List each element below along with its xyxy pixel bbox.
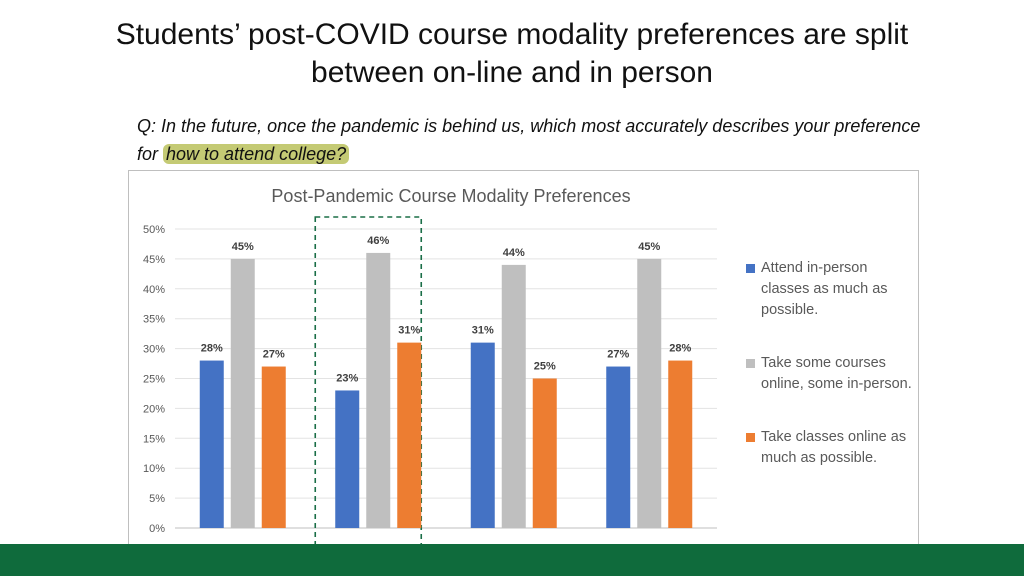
highlight-callout-box <box>314 216 423 560</box>
bar <box>637 258 662 528</box>
y-tick-label: 30% <box>143 344 165 356</box>
legend-label: Take some courses online, some in-person… <box>761 355 912 392</box>
slide-title: Students’ post-COVID course modality pre… <box>40 16 984 92</box>
bar <box>230 258 255 528</box>
data-label: 45% <box>232 241 254 253</box>
data-label: 31% <box>398 325 420 337</box>
chart-title: Post-Pandemic Course Modality Preference… <box>271 186 630 206</box>
legend-label: Take classes online as much as possible. <box>761 429 907 466</box>
bar <box>261 366 286 528</box>
bar-chart: Post-Pandemic Course Modality Preference… <box>143 186 717 560</box>
bar <box>606 366 631 528</box>
legend-label: Attend in-person classes as much as poss… <box>761 260 888 318</box>
y-tick-label: 15% <box>143 433 165 445</box>
survey-question-text: Q: In the future, once the pandemic is b… <box>137 116 921 164</box>
bar <box>335 390 360 528</box>
chart-frame: Post-Pandemic Course Modality Preference… <box>128 170 919 563</box>
y-tick-label: 20% <box>143 403 165 415</box>
slide-title-line-1: Students’ post-COVID course modality pre… <box>115 18 909 51</box>
data-label: 44% <box>503 247 525 259</box>
y-tick-label: 5% <box>149 493 165 505</box>
bar <box>366 252 391 529</box>
bar <box>668 360 693 528</box>
y-tick-label: 50% <box>143 224 165 236</box>
data-label: 31% <box>472 325 494 337</box>
bar <box>470 342 495 528</box>
legend-item: Take some courses online, some in-person… <box>746 353 916 395</box>
y-tick-label: 35% <box>143 314 165 326</box>
data-label: 28% <box>669 343 691 355</box>
footer-bar <box>0 544 1024 576</box>
data-label: 28% <box>201 343 223 355</box>
data-label: 27% <box>263 349 285 361</box>
bar <box>199 360 224 528</box>
legend-item: Attend in-person classes as much as poss… <box>746 258 916 321</box>
data-label: 25% <box>534 361 556 373</box>
data-label: 45% <box>638 241 660 253</box>
survey-question-highlight: how to attend college? <box>163 144 350 164</box>
y-tick-label: 40% <box>143 284 165 296</box>
data-label: 23% <box>336 372 358 384</box>
y-tick-label: 0% <box>149 523 165 535</box>
y-tick-label: 25% <box>143 374 165 386</box>
legend-swatch <box>746 433 755 442</box>
bar <box>532 378 557 528</box>
y-tick-label: 10% <box>143 463 165 475</box>
data-label: 27% <box>607 349 629 361</box>
slide-title-line-2: between on-line and in person <box>311 56 713 89</box>
legend-swatch <box>746 264 755 273</box>
data-label: 46% <box>367 235 389 247</box>
bar <box>397 342 422 528</box>
legend-swatch <box>746 359 755 368</box>
y-tick-label: 45% <box>143 254 165 266</box>
survey-question: Q: In the future, once the pandemic is b… <box>137 112 937 168</box>
chart-legend: Attend in-person classes as much as poss… <box>746 258 916 501</box>
bar <box>501 264 526 528</box>
legend-item: Take classes online as much as possible. <box>746 427 916 469</box>
